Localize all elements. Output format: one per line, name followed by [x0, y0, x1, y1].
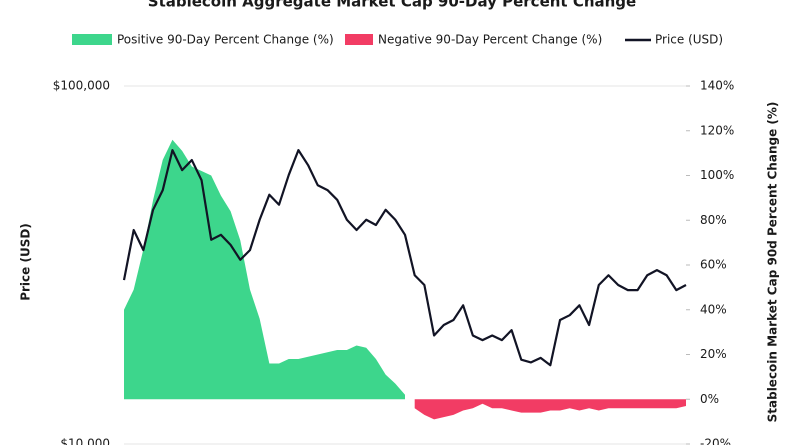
y2-tick-label: 40% — [700, 302, 727, 316]
y2-tick-label: -20% — [700, 437, 731, 445]
y-axis-label: Price (USD) — [19, 223, 33, 301]
legend-label: Positive 90-Day Percent Change (%) — [117, 33, 334, 47]
legend-label: Price (USD) — [655, 33, 723, 47]
y-tick-label: $100,000 — [53, 79, 110, 93]
area — [414, 399, 686, 420]
legend-swatch — [72, 34, 112, 45]
chart-title: Stablecoin Aggregate Market Cap 90-Day P… — [148, 0, 636, 11]
y2-tick-label: 0% — [700, 392, 719, 406]
y2-tick-label: 60% — [700, 258, 727, 272]
y-tick-label: $10,000 — [60, 437, 110, 445]
price-line — [122, 149, 687, 367]
area — [124, 139, 405, 400]
y2-axis-label: Stablecoin Market Cap 90d Percent Change… — [766, 102, 780, 423]
y2-tick-label: 140% — [700, 79, 734, 93]
y2-tick-label: 100% — [700, 168, 734, 182]
y2-tick-label: 20% — [700, 347, 727, 361]
y2-tick-label: 120% — [700, 123, 734, 137]
legend-swatch — [345, 34, 373, 45]
y2-tick-label: 80% — [700, 213, 727, 227]
legend-label: Negative 90-Day Percent Change (%) — [378, 33, 602, 47]
